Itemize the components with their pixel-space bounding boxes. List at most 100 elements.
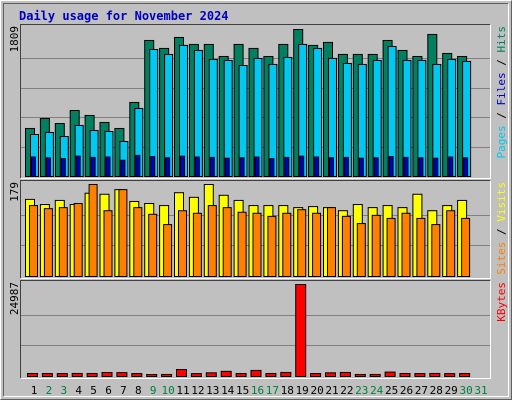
bar <box>88 184 98 277</box>
bar <box>41 373 53 378</box>
y-tick-label: 24987 <box>8 282 21 315</box>
legend-item: Sites <box>495 242 508 275</box>
bar <box>341 215 351 277</box>
x-tick-label: 24 <box>370 384 384 397</box>
legend: Sites / Visits <box>495 182 508 275</box>
bar <box>282 212 292 277</box>
bar <box>71 372 83 377</box>
bar <box>161 373 173 378</box>
bar <box>235 373 247 378</box>
bar <box>163 224 173 277</box>
bar <box>463 157 469 178</box>
bar <box>101 371 113 378</box>
bar <box>429 372 441 377</box>
bar <box>461 217 471 277</box>
bar <box>29 205 38 278</box>
bar <box>339 371 351 377</box>
bar <box>75 155 81 177</box>
bar <box>60 158 66 178</box>
legend-separator: / <box>495 106 508 126</box>
bar <box>45 157 51 178</box>
bar <box>178 210 187 278</box>
x-tick-label: 13 <box>206 384 219 397</box>
bar <box>384 371 396 377</box>
bar <box>343 156 349 177</box>
bar <box>267 215 277 277</box>
bar <box>354 373 366 377</box>
y-tick-label: 1809 <box>8 26 21 53</box>
x-tick-label: 6 <box>105 384 112 397</box>
bar <box>146 374 158 378</box>
bar <box>180 155 185 177</box>
x-tick-label: 15 <box>236 384 249 397</box>
frame-inner-dark <box>3 3 509 397</box>
x-tick-label: 23 <box>355 384 368 397</box>
x-tick-label: 11 <box>176 384 189 397</box>
x-tick-label: 21 <box>325 384 338 397</box>
legend-separator: / <box>495 53 508 73</box>
bar <box>250 369 262 377</box>
bar <box>310 373 322 378</box>
bar <box>388 156 394 178</box>
bar <box>297 209 307 277</box>
bar <box>369 373 381 378</box>
x-tick-label: 26 <box>400 384 413 397</box>
bar <box>327 207 336 277</box>
panel-border-dark <box>20 280 491 379</box>
x-tick-label: 2 <box>46 384 53 397</box>
bar <box>27 372 38 377</box>
bar <box>431 224 441 277</box>
chart-title: Daily usage for November 2024 <box>19 9 229 23</box>
bar <box>444 373 456 378</box>
panel-border-light <box>20 180 491 279</box>
legend-item: Pages <box>495 125 508 158</box>
x-tick-label: 28 <box>430 384 443 397</box>
bar <box>386 217 396 277</box>
bar <box>325 372 336 377</box>
x-tick-label: 19 <box>296 384 309 397</box>
x-tick-label: 30 <box>459 384 472 397</box>
panel-border-light <box>20 280 491 379</box>
panel <box>20 280 491 379</box>
bar <box>176 369 187 378</box>
bar <box>448 156 454 177</box>
bar <box>116 372 128 378</box>
x-tick-label: 1 <box>31 384 38 397</box>
bar <box>254 156 260 177</box>
legend-item: KBytes <box>495 282 508 322</box>
bar <box>373 157 379 178</box>
x-tick-label: 14 <box>221 384 235 397</box>
bar <box>314 156 320 177</box>
bar <box>295 284 307 377</box>
legend-item: Hits <box>495 26 508 53</box>
x-tick-label: 17 <box>266 384 279 397</box>
bar <box>56 373 68 377</box>
bar <box>118 189 128 277</box>
bar <box>265 372 277 378</box>
bar <box>371 214 381 277</box>
bar <box>148 213 158 278</box>
panel-border-dark <box>20 180 491 279</box>
bar <box>135 154 141 177</box>
bar <box>131 373 143 377</box>
bar <box>43 208 53 277</box>
bar <box>222 207 232 277</box>
x-tick-label: 4 <box>75 384 82 397</box>
x-tick-label: 12 <box>191 384 204 397</box>
bar <box>120 159 126 177</box>
bar <box>358 157 364 177</box>
bar <box>86 372 98 378</box>
x-tick-label: 20 <box>310 384 323 397</box>
x-tick-label: 5 <box>90 384 97 397</box>
y-tick-label: 179 <box>8 182 21 202</box>
bar <box>205 372 217 377</box>
panel-border-dark <box>20 24 491 179</box>
bar <box>224 157 230 177</box>
bar <box>414 373 426 378</box>
bar <box>31 156 36 177</box>
bar <box>403 156 409 177</box>
bar <box>220 370 232 377</box>
x-tick-label: 27 <box>415 384 428 397</box>
frame-inner-light <box>3 3 509 397</box>
